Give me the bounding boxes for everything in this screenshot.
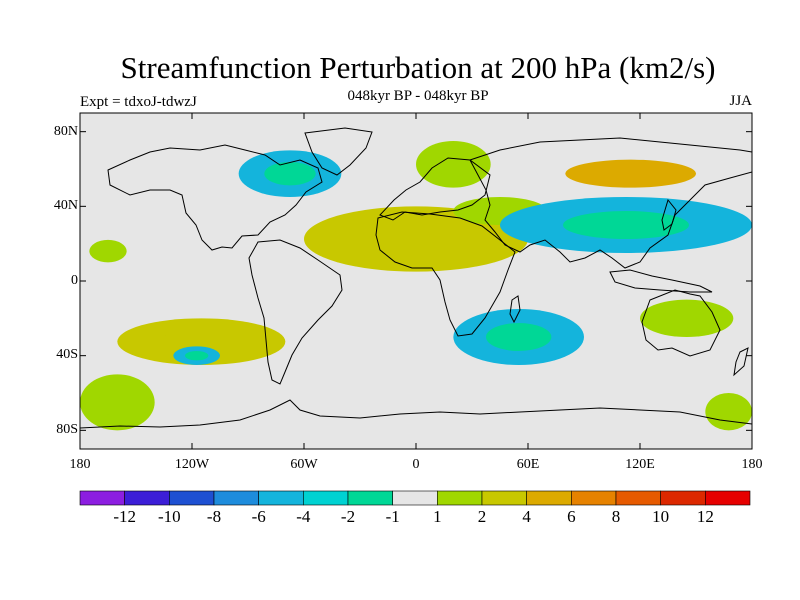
- field-region-core-5: [598, 166, 664, 181]
- colorbar-swatch: [258, 490, 304, 506]
- coastline-north-america: [107, 144, 323, 251]
- lat-label-40s: 40S: [56, 347, 78, 362]
- coastlines: [80, 127, 752, 429]
- field-region-core-3: [434, 152, 473, 176]
- field-region-core-9: [185, 351, 209, 361]
- colorbar: [79, 490, 751, 506]
- coastline-europe: [379, 157, 491, 221]
- colorbar-swatch: [392, 490, 438, 506]
- colorbar-label: 6: [567, 507, 576, 526]
- colorbar-swatch: [571, 490, 617, 506]
- map-title: Streamfunction Perturbation at 200 hPa (…: [120, 50, 716, 85]
- coastline-madagascar: [509, 295, 521, 324]
- coastline-new-zealand: [733, 347, 749, 377]
- field-region-core-2: [360, 222, 472, 256]
- lat-label-40n: 40N: [53, 198, 78, 213]
- coastline-greenland: [304, 127, 373, 176]
- colorbar-label: 8: [611, 507, 621, 526]
- colorbar-label: -1: [385, 507, 400, 526]
- colorbar-swatch: [660, 490, 706, 506]
- colorbar-swatch: [705, 490, 751, 506]
- field-region-core-7: [486, 323, 552, 351]
- colorbar-label: -6: [251, 507, 266, 526]
- field-region-core-10: [98, 388, 136, 417]
- experiment-label: Expt = tdxoJ-tdwzJ: [80, 94, 197, 110]
- lat-label-80s: 80S: [56, 422, 78, 437]
- colorbar-swatch: [303, 490, 349, 506]
- lon-label-120w: 120W: [174, 457, 210, 472]
- colorbar-swatch: [347, 490, 393, 506]
- colorbar-label: -2: [340, 507, 356, 526]
- field-region-core-8: [159, 330, 244, 354]
- colorbar-label: -12: [113, 507, 136, 526]
- coastline-maritime-asia: [609, 269, 713, 293]
- coastline-japan: [661, 198, 677, 231]
- lat-label-0: 0: [71, 273, 78, 288]
- field-region-core-0: [264, 162, 316, 186]
- lon-label-180e: 180: [741, 457, 763, 472]
- colorbar-label: 1: [433, 507, 442, 526]
- colorbar-label: 12: [696, 507, 714, 526]
- coastline-antarctica: [80, 399, 752, 429]
- field-region-core-11: [717, 402, 741, 421]
- colorbar-swatch: [481, 490, 527, 506]
- colorbar-label: -10: [157, 507, 181, 526]
- colorbar-label: 2: [477, 507, 487, 526]
- colorbar-swatch: [79, 490, 125, 506]
- colorbar-label: 4: [522, 507, 531, 526]
- streamfunction-field: [80, 141, 752, 431]
- lon-label-0: 0: [412, 457, 420, 472]
- field-region-core-1: [98, 245, 118, 257]
- field-region-core-12: [663, 309, 711, 328]
- coastline-africa: [375, 211, 516, 337]
- coastline-asia: [469, 137, 752, 269]
- lon-label-120e: 120E: [625, 457, 655, 472]
- field-region-core-6: [563, 211, 689, 239]
- colorbar-swatch: [615, 490, 661, 506]
- lon-label-180w: 180: [69, 457, 91, 472]
- colorbar-swatch: [437, 490, 483, 506]
- lon-label-60e: 60E: [516, 457, 540, 472]
- colorbar-swatch: [526, 490, 572, 506]
- colorbar-swatch: [124, 490, 170, 506]
- colorbar-label: 10: [652, 507, 670, 526]
- map-subtitle: 048kyr BP - 048kyr BP: [347, 88, 489, 104]
- coastline-australia: [641, 289, 721, 357]
- season-label: JJA: [729, 93, 752, 109]
- coastline-south-america: [248, 239, 343, 385]
- colorbar-swatch: [213, 490, 259, 506]
- axis-ticks: [79, 113, 753, 449]
- lon-label-60w: 60W: [290, 457, 318, 472]
- colorbar-swatch: [169, 490, 215, 506]
- lat-label-80n: 80N: [53, 124, 78, 139]
- colorbar-label: -8: [206, 507, 222, 526]
- colorbar-label: -4: [296, 507, 311, 526]
